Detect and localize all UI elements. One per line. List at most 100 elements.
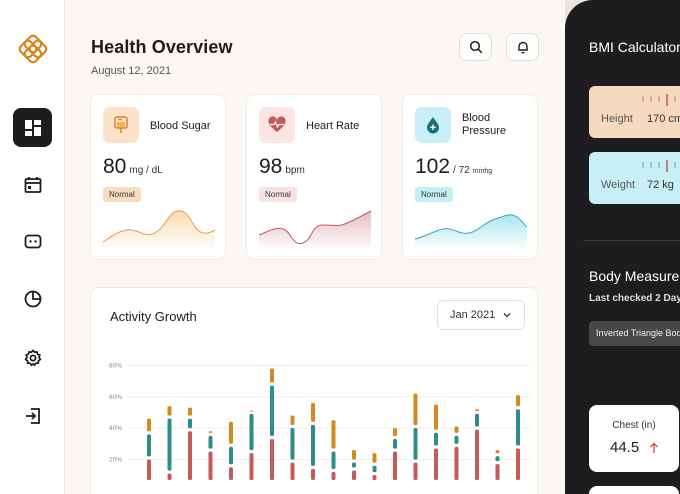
bar-segment: [270, 385, 274, 437]
status-badge: Normal: [415, 187, 453, 202]
sidebar-item-logout[interactable]: [13, 396, 52, 435]
bar-segment: [311, 468, 315, 480]
bar-segment: [516, 409, 520, 446]
height-card[interactable]: Height 170 cm: [589, 86, 680, 138]
bar-segment: [188, 431, 192, 480]
bar-segment: [311, 402, 315, 422]
bar-segment: [454, 435, 459, 444]
height-ruler: [642, 94, 676, 106]
chest-label: Chest (in): [612, 420, 656, 431]
bar-segment: [372, 465, 377, 473]
weight-label: Weight: [601, 179, 636, 191]
bar-segment: [352, 462, 356, 468]
bar-segment: [393, 451, 397, 480]
card-icon-bg: [103, 107, 139, 143]
heart-rate-icon: [268, 116, 286, 132]
bar-segment: [229, 421, 233, 444]
bar-segment: [516, 448, 520, 480]
chest-card[interactable]: Chest (in) 44.5: [589, 405, 679, 472]
bar-segment: [249, 453, 254, 480]
body-measurements-title: Body Measurements: [589, 268, 680, 284]
blood-drop-icon: [427, 117, 439, 134]
bar-segment: [475, 429, 479, 480]
bar-segment: [331, 472, 336, 480]
bar-segment: [434, 404, 438, 430]
sidebar-item-calendar[interactable]: [13, 165, 52, 204]
month-dropdown-value: Jan 2021: [450, 309, 496, 321]
chevron-down-icon: [503, 313, 511, 318]
sidebar-item-reports[interactable]: [13, 279, 52, 318]
dashboard-icon: [24, 119, 41, 136]
bar-segment: [495, 450, 500, 454]
card-title: Heart Rate: [306, 120, 360, 132]
activity-title: Activity Growth: [110, 309, 197, 324]
last-checked-text: Last checked 2 Days ago: [589, 293, 680, 304]
card-title: Blood Sugar: [150, 120, 211, 132]
bar-segment: [208, 435, 213, 449]
card-unit: / 72: [453, 165, 470, 176]
heart-rate-trend-chart: [258, 210, 372, 249]
bar-segment: [270, 368, 274, 383]
weight-ruler: [642, 160, 676, 172]
chat-icon: [24, 234, 41, 248]
month-dropdown[interactable]: Jan 2021: [437, 300, 525, 330]
bar-segment: [413, 393, 418, 426]
status-badge: Normal: [103, 187, 141, 202]
logo-icon: [18, 34, 48, 64]
bar-segment: [331, 420, 336, 449]
bar-segment: [290, 462, 295, 480]
bar-segment: [290, 428, 295, 460]
measurement-card[interactable]: [589, 486, 679, 494]
bar-segment: [454, 446, 459, 480]
search-icon: [469, 40, 482, 54]
weight-card[interactable]: Weight 72 kg: [589, 152, 680, 204]
right-panel: BMI Calculator Height 170 cm Weight 72 k…: [565, 0, 680, 494]
sidebar-item-dashboard[interactable]: [13, 108, 52, 147]
bar-segment: [270, 439, 274, 480]
card-icon-bg: [415, 107, 451, 143]
weight-value: 72 kg: [647, 179, 674, 191]
main-content: Health Overview August 12, 2021 Blood Su…: [65, 0, 565, 494]
card-value: 98 bpm: [259, 155, 305, 178]
blood-pressure-card[interactable]: Blood Pressure 102/ 72 mmhg Normal: [402, 94, 538, 260]
bar-segment: [249, 410, 254, 412]
height-value: 170 cm: [647, 113, 680, 125]
sidebar-item-messages[interactable]: [13, 222, 52, 261]
activity-growth-panel: 80% 60% 40% 20% Activity Growth Jan 2021: [90, 287, 538, 494]
blood-sugar-card[interactable]: Blood Sugar 80 mg / dL Normal: [90, 94, 226, 260]
bar-segment: [147, 434, 151, 457]
y-tick-label: 40%: [109, 425, 122, 432]
divider: [583, 240, 680, 241]
search-button[interactable]: [459, 33, 492, 61]
y-tick-label: 60%: [109, 394, 122, 401]
bar-segment: [188, 407, 192, 416]
page-date: August 12, 2021: [91, 65, 172, 77]
bmi-title: BMI Calculator: [589, 39, 680, 55]
bar-segment: [413, 428, 418, 460]
blood-pressure-trend-chart: [414, 214, 528, 249]
bar-segment: [352, 470, 356, 480]
bar-segment: [147, 459, 151, 480]
heart-rate-card[interactable]: Heart Rate 98 bpm Normal: [246, 94, 382, 260]
bar-segment: [311, 424, 315, 466]
bar-segment: [454, 426, 459, 433]
notifications-button[interactable]: [506, 33, 539, 61]
bar-segment: [188, 418, 192, 429]
height-label: Height: [601, 113, 633, 125]
bar-segment: [290, 415, 295, 426]
card-value: 80 mg / dL: [103, 155, 163, 178]
sidebar-item-settings[interactable]: [13, 338, 52, 377]
card-value: 102/ 72 mmhg: [415, 155, 493, 178]
bar-segment: [475, 409, 479, 411]
bar-segment: [331, 451, 336, 470]
bar-segment: [434, 448, 438, 480]
blood-bag-icon: [114, 116, 128, 133]
y-tick-label: 80%: [109, 362, 122, 369]
gear-icon: [23, 348, 42, 366]
bell-icon: [517, 41, 528, 54]
logout-icon: [25, 407, 40, 424]
page-title: Health Overview: [91, 37, 233, 57]
arrow-up-icon: [650, 442, 658, 453]
card-unit: bpm: [285, 165, 305, 176]
card-unit-small: mmhg: [472, 168, 493, 175]
